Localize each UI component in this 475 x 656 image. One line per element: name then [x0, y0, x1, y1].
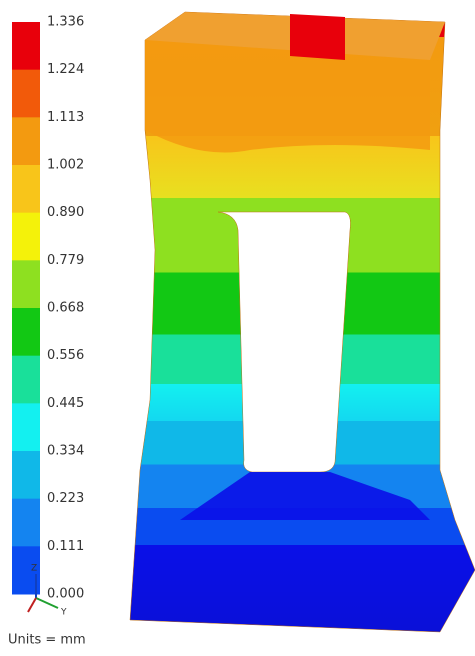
legend-label: 0.890 — [47, 205, 84, 220]
legend-band — [12, 117, 40, 165]
legend-band — [12, 165, 40, 213]
legend-band — [12, 22, 40, 70]
top-hot-spot — [290, 14, 345, 60]
units-label: Units = mm — [8, 633, 86, 648]
legend-band — [12, 70, 40, 118]
legend-label: 0.223 — [47, 491, 84, 506]
legend-label: 1.113 — [47, 110, 84, 125]
triad-y-label: Y — [60, 608, 67, 618]
legend-band — [12, 260, 40, 308]
legend-label: 0.668 — [47, 301, 84, 316]
legend-label: 1.002 — [47, 158, 84, 173]
legend-label: 0.556 — [47, 348, 84, 363]
legend-band — [12, 356, 40, 404]
page: 1.336 1.224 1.113 1.002 0.890 0.779 0.668 0.556… — [0, 0, 475, 652]
legend: 1.336 1.224 1.113 1.002 0.890 0.779 0.668 0.556… — [12, 15, 84, 602]
legend-label: 1.224 — [47, 62, 84, 77]
legend-band — [12, 403, 40, 451]
legend-label: 0.779 — [47, 253, 84, 268]
result-view: 1.336 1.224 1.113 1.002 0.890 0.779 0.668 0.556… — [0, 0, 475, 652]
model — [130, 12, 475, 632]
legend-label: 0.000 — [47, 587, 84, 602]
legend-band — [12, 308, 40, 356]
legend-band — [12, 451, 40, 499]
legend-band — [12, 213, 40, 261]
legend-band — [12, 499, 40, 547]
triad-z-label: Z — [31, 564, 37, 574]
legend-label: 0.445 — [47, 396, 84, 411]
triad-x — [28, 598, 36, 612]
legend-label: 0.111 — [47, 539, 84, 554]
legend-label: 1.336 — [47, 15, 84, 30]
legend-label: 0.334 — [47, 444, 84, 459]
